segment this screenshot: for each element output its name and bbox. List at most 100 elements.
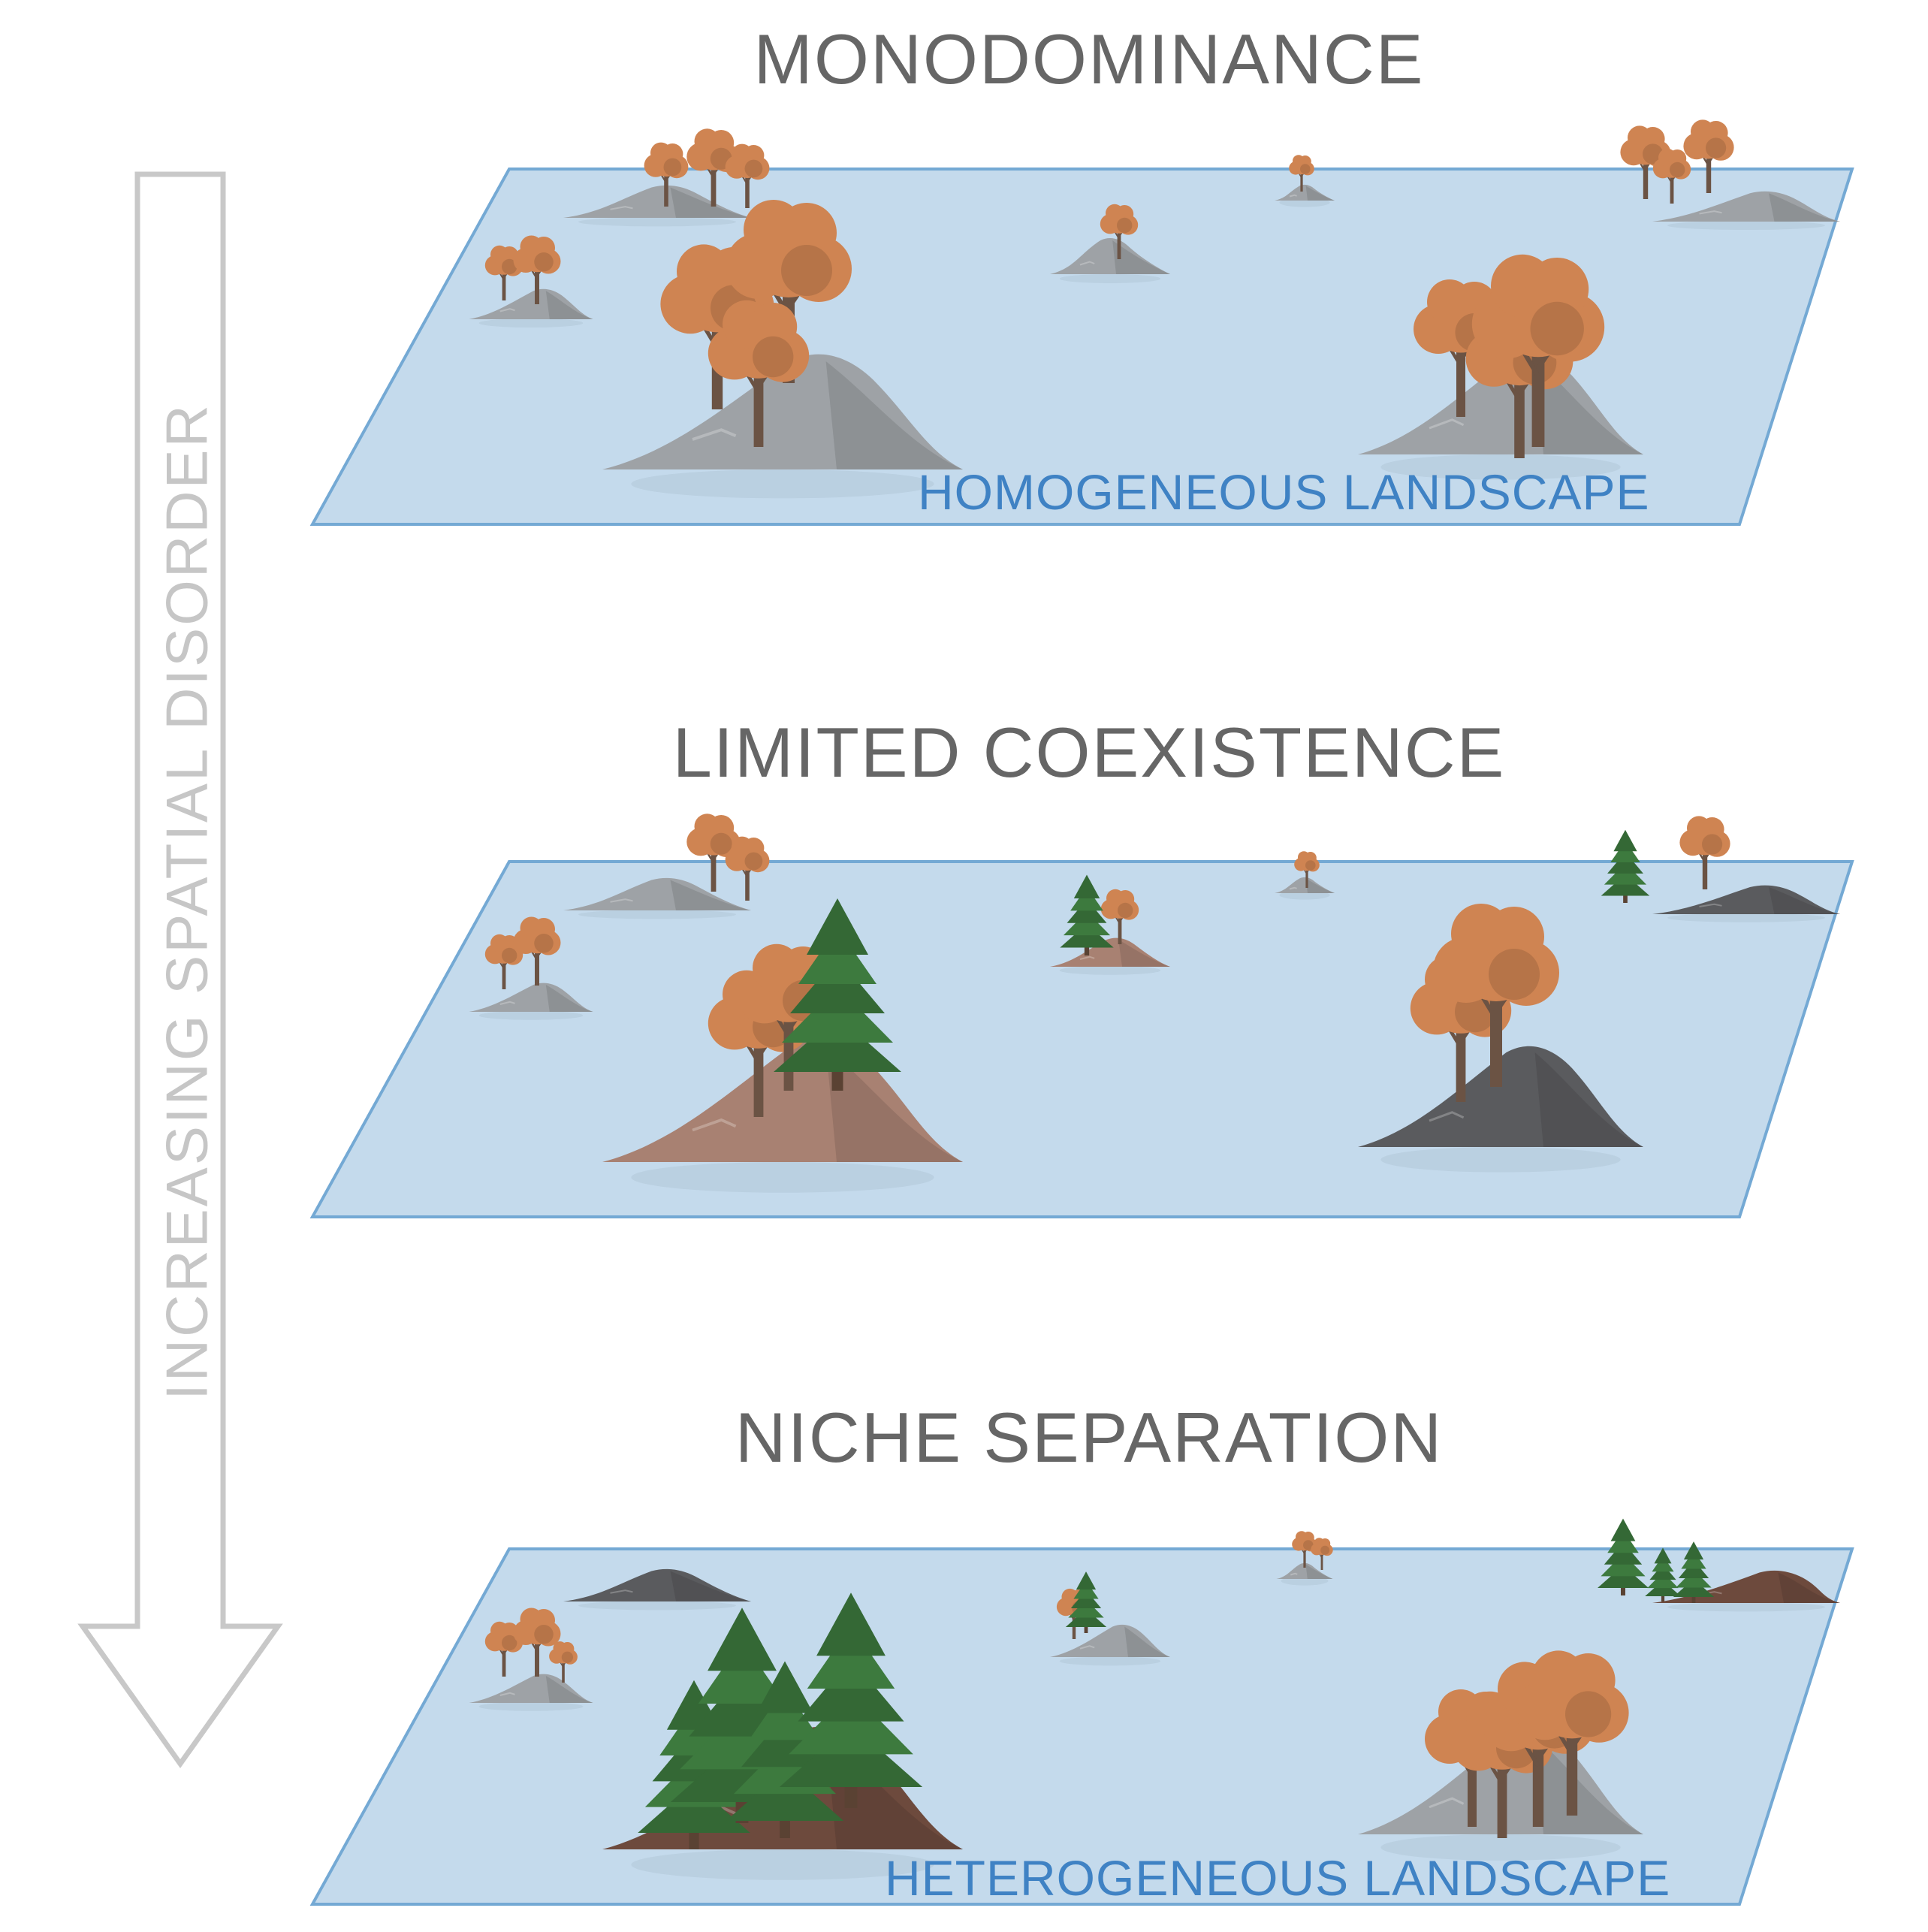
shape-part [1302,1532,1314,1544]
conifer-tree [774,898,901,1091]
shape-part [533,1609,555,1632]
island [563,877,751,919]
shape-part [1059,965,1161,975]
deciduous-tree [1294,851,1320,888]
shape-part [1613,829,1637,852]
shape-part [1118,902,1133,919]
shape-part [534,1625,554,1644]
shape-part [1456,1030,1466,1102]
shape-part [1534,1052,1643,1147]
shape-part [664,175,668,207]
shape-part [816,1592,886,1656]
deciduous-tree [1679,816,1730,889]
shape-part [1118,917,1122,944]
shape-part [1299,155,1311,168]
shape-part [1115,205,1134,223]
panel-limited-coexistence [309,814,1854,1218]
shape-part [1305,1564,1333,1579]
shape-part [663,158,682,177]
shape-part [502,962,506,989]
shape-part [744,852,763,871]
island [602,354,963,499]
shape-part [1769,193,1840,222]
shape-part [1305,186,1335,201]
shape-part [1117,232,1121,259]
shape-part [1621,1586,1625,1595]
shape-part [1484,907,1544,967]
shape-part [631,1162,934,1193]
shape-part [1534,1736,1643,1834]
shape-part [749,1688,821,1740]
shape-part [1112,240,1170,274]
shape-part [533,918,555,940]
shape-part [535,270,539,304]
shape-part [1640,127,1665,151]
deciduous-tree [1652,148,1691,204]
island [1050,1624,1170,1666]
shape-part [610,206,633,210]
conifer-tree [670,1607,814,1823]
shape-part [1070,886,1103,911]
island [563,1568,751,1611]
shape-part [1380,454,1621,480]
shape-part [689,1829,699,1849]
shape-part [1610,841,1640,863]
shape-part [1065,1609,1107,1627]
arrow-label: INCREASING SPATIAL DISORDER [153,403,220,1400]
shape-part [1683,1541,1704,1560]
shape-part [1667,221,1825,231]
shape-part [499,1001,515,1005]
shape-part [670,880,751,910]
panel-monodominance [309,119,1854,526]
conifer-tree [1065,1571,1107,1633]
deciduous-tree [513,916,561,986]
shape-part [1601,1553,1646,1577]
deciduous-tree [513,1607,561,1677]
shape-part [1778,1572,1840,1603]
panel-title-niche-separation: NICHE SEPARATION [735,1398,1444,1477]
shape-part [1566,1734,1578,1816]
shape-part [1290,1572,1298,1576]
shape-part [578,1601,736,1611]
shape-part [749,303,798,351]
shape-part [1699,210,1722,215]
island [1652,885,1840,922]
shape-part [1305,860,1316,871]
conifer-tree [1598,1518,1649,1595]
shape-part [1769,887,1840,914]
shape-part [1668,149,1687,168]
shape-part [779,1724,923,1787]
shape-part [533,237,555,259]
shape-part [1598,1565,1649,1588]
shape-part [782,986,893,1043]
shape-part [1681,1550,1706,1569]
shape-part [1706,137,1727,158]
shape-part [1289,194,1297,198]
island [1050,238,1170,283]
shape-part [545,985,593,1012]
shape-part [1068,1599,1104,1618]
shape-part [478,1010,584,1020]
panel-title-limited-coexistence: LIMITED COEXISTENCE [672,713,1506,792]
shape-part [662,143,683,165]
shape-part [1534,360,1643,454]
shape-part [692,428,737,441]
shape-part [1300,164,1311,174]
shape-part [774,1016,901,1072]
conifer-tree [1060,874,1114,955]
shape-part [578,217,736,227]
shape-part [1380,1147,1621,1173]
shape-part [753,1045,764,1117]
shape-part [1530,301,1584,356]
panel-title-monodominance: MONODOMINANCE [753,20,1425,98]
shape-part [1063,911,1111,936]
deciduous-tree [644,142,689,207]
shape-part [502,947,517,964]
shape-part [77,171,283,1769]
shape-part [478,318,584,328]
shape-part [1703,121,1728,145]
shape-part [1289,886,1297,890]
shape-part [698,1640,786,1704]
shape-part [798,928,877,984]
